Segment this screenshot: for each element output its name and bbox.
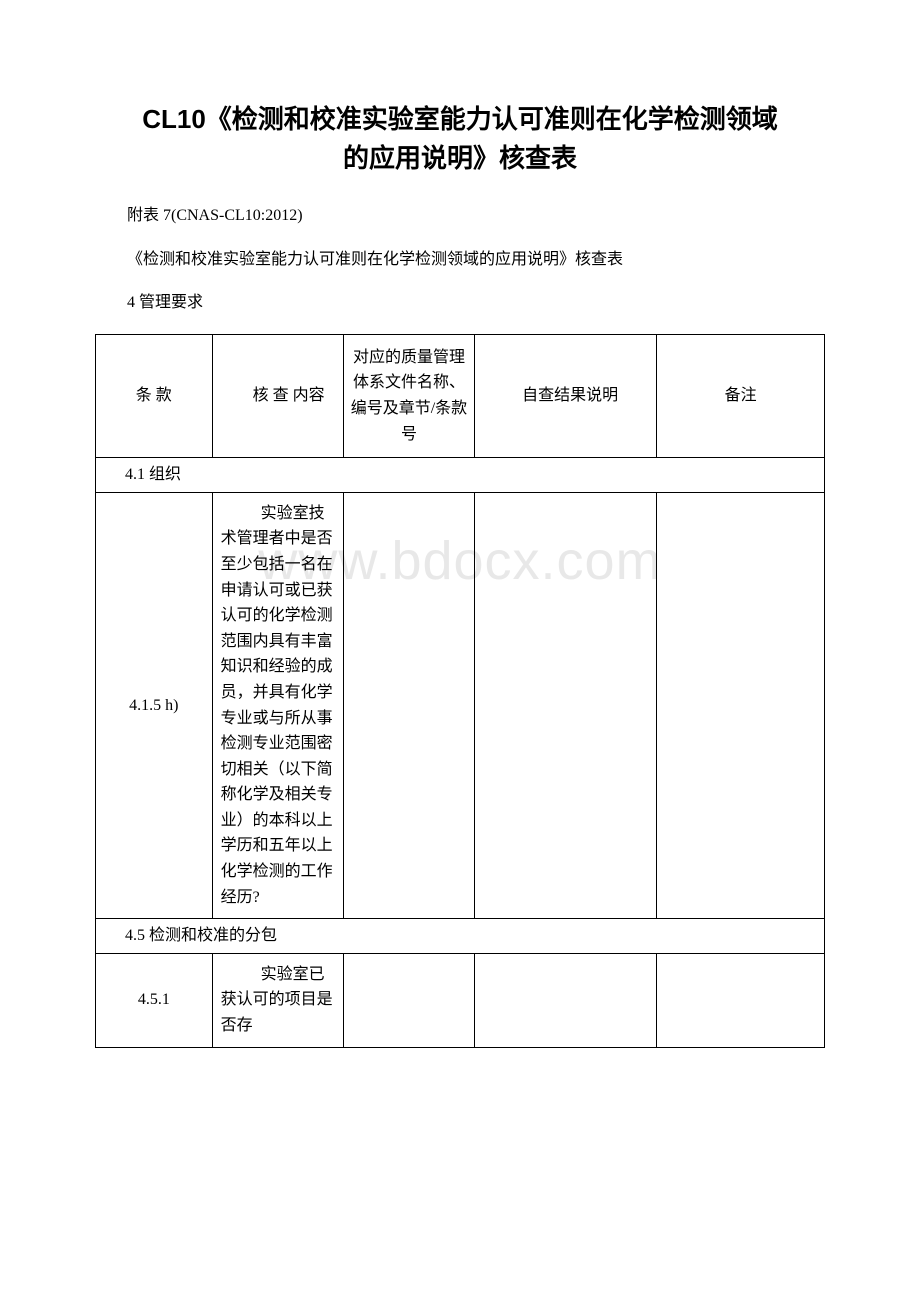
docref-cell bbox=[343, 953, 474, 1047]
result-cell bbox=[475, 492, 657, 919]
page-title: CL10《检测和校准实验室能力认可准则在化学检测领域 的应用说明》核查表 bbox=[95, 100, 825, 178]
checklist-table: 条 款 核 查 内容 对应的质量管理体系文件名称、编号及章节/条款号 自查结果说… bbox=[95, 334, 825, 1048]
result-cell bbox=[475, 953, 657, 1047]
section-row: 4.5 检测和校准的分包 bbox=[96, 919, 825, 954]
content-cell: 实验室已获认可的项目是否存 bbox=[212, 953, 343, 1047]
header-result: 自查结果说明 bbox=[475, 334, 657, 457]
section-row: 4.1 组织 bbox=[96, 458, 825, 493]
header-content: 核 查 内容 bbox=[212, 334, 343, 457]
remark-cell bbox=[657, 953, 825, 1047]
table-row: 4.1.5 h) 实验室技术管理者中是否至少包括一名在申请认可或已获认可的化学检… bbox=[96, 492, 825, 919]
subtitle: 《检测和校准实验室能力认可准则在化学检测领域的应用说明》核查表 bbox=[95, 247, 825, 273]
clause-cell: 4.5.1 bbox=[96, 953, 213, 1047]
table-header-row: 条 款 核 查 内容 对应的质量管理体系文件名称、编号及章节/条款号 自查结果说… bbox=[96, 334, 825, 457]
section-4-1: 4.1 组织 bbox=[96, 458, 825, 493]
table-row: 4.5.1 实验室已获认可的项目是否存 bbox=[96, 953, 825, 1047]
header-clause: 条 款 bbox=[96, 334, 213, 457]
appendix-label: 附表 7(CNAS-CL10:2012) bbox=[95, 203, 825, 229]
header-docref: 对应的质量管理体系文件名称、编号及章节/条款号 bbox=[343, 334, 474, 457]
header-remark: 备注 bbox=[657, 334, 825, 457]
section-label: 4 管理要求 bbox=[95, 290, 825, 316]
remark-cell bbox=[657, 492, 825, 919]
docref-cell bbox=[343, 492, 474, 919]
title-line-2: 的应用说明》核查表 bbox=[343, 143, 577, 173]
content-cell: 实验室技术管理者中是否至少包括一名在申请认可或已获认可的化学检测范围内具有丰富知… bbox=[212, 492, 343, 919]
section-4-5: 4.5 检测和校准的分包 bbox=[96, 919, 825, 954]
clause-cell: 4.1.5 h) bbox=[96, 492, 213, 919]
title-line-1: CL10《检测和校准实验室能力认可准则在化学检测领域 bbox=[142, 104, 778, 134]
document-content: CL10《检测和校准实验室能力认可准则在化学检测领域 的应用说明》核查表 附表 … bbox=[95, 100, 825, 1048]
